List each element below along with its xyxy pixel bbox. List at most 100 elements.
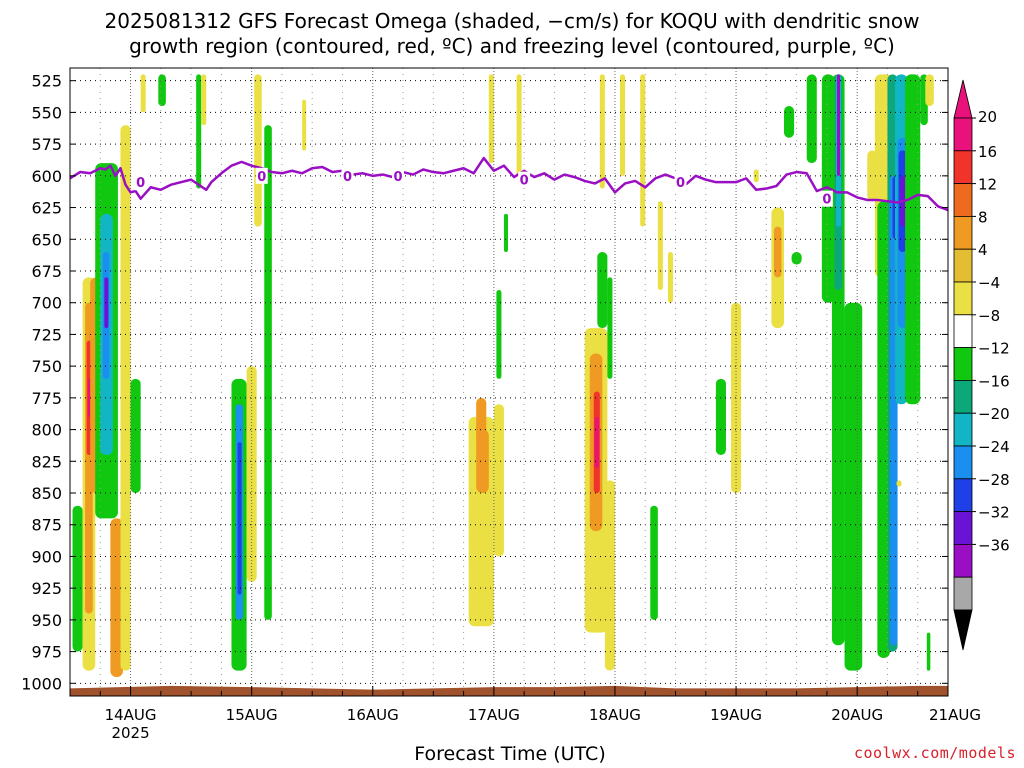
x-tick-label: 16AUG — [347, 706, 399, 724]
colorbar-label: −20 — [978, 405, 1010, 423]
contour-label-bg — [255, 167, 268, 184]
colorbar-label: −12 — [978, 340, 1010, 358]
chart-title-line-2: growth region (contoured, red, ºC) and f… — [129, 34, 895, 58]
omega-cell — [476, 397, 487, 443]
omega-cell — [620, 74, 626, 176]
omega-cell — [493, 404, 504, 557]
omega-cell — [604, 480, 615, 671]
x-tick-label: 21AUG — [929, 706, 981, 724]
colorbar-label: −32 — [978, 504, 1010, 522]
colorbar-under-triangle — [953, 609, 973, 651]
contour-label: 0 — [257, 170, 266, 185]
y-tick-label: 900 — [31, 547, 62, 566]
chart-title-line-1: 2025081312 GFS Forecast Omega (shaded, −… — [104, 9, 920, 33]
colorbar-bin — [953, 445, 973, 480]
omega-cell — [905, 74, 921, 405]
omega-cell — [130, 378, 141, 494]
colorbar-label: 16 — [978, 143, 997, 161]
y-tick-label: 1000 — [21, 674, 62, 693]
omega-cell — [773, 226, 782, 278]
y-tick-label: 600 — [31, 167, 62, 186]
y-tick-label: 675 — [31, 262, 62, 281]
omega-cell — [201, 74, 207, 126]
y-tick-label: 825 — [31, 452, 62, 471]
y-tick-label: 850 — [31, 484, 62, 503]
colorbar-bin — [953, 478, 973, 512]
x-axis-title: Forecast Time (UTC) — [414, 743, 606, 765]
omega-cell — [844, 302, 863, 671]
x-tick-label: 20AUG — [831, 706, 883, 724]
contour-label-bg — [518, 171, 531, 188]
omega-cell — [650, 505, 658, 620]
y-tick-label: 700 — [31, 294, 62, 313]
ground-area — [70, 685, 948, 696]
colorbar-label: 8 — [978, 208, 988, 226]
colorbar: 20 16 12 8 4 −4 −8 −12 −16 −20 −24 −28 −32 −36 — [953, 79, 1010, 651]
omega-cell — [516, 74, 522, 176]
x-tick-sublabel: 2025 — [111, 724, 149, 742]
contour-label-bg — [391, 167, 404, 184]
y-tick-label: 800 — [31, 421, 62, 440]
colorbar-bin — [953, 183, 973, 217]
x-tick-label: 15AUG — [226, 706, 278, 724]
omega-cell — [140, 74, 146, 113]
contour-label: 0 — [822, 193, 831, 208]
credit-text: coolwx.com/models — [853, 744, 1016, 762]
contour-label: 0 — [520, 174, 529, 189]
omega-cell — [731, 302, 742, 494]
colorbar-label: −24 — [978, 438, 1010, 456]
omega-cell — [784, 106, 795, 138]
omega-cell — [806, 74, 817, 164]
omega-cell — [753, 169, 759, 183]
omega-cell — [715, 378, 726, 455]
omega-cell — [877, 201, 890, 658]
colorbar-over-triangle — [953, 79, 973, 119]
y-tick-label: 725 — [31, 325, 62, 344]
omega-cell — [925, 74, 934, 107]
omega-cell — [237, 442, 242, 595]
contour-label: 0 — [393, 170, 402, 185]
contour-label-bg — [674, 174, 687, 191]
colorbar-bin — [953, 347, 973, 381]
colorbar-bin — [953, 511, 973, 545]
omega-cell — [158, 74, 166, 107]
omega-cell — [302, 99, 307, 151]
omega-cell — [88, 378, 91, 417]
colorbar-bin — [953, 379, 973, 414]
y-tick-label: 525 — [31, 72, 62, 91]
y-tick-label: 650 — [31, 230, 62, 249]
omega-cell — [496, 290, 502, 379]
freezing-level: 0 0 0 0 0 0 0 — [69, 156, 949, 212]
omega-cell — [503, 213, 508, 252]
y-tick-label: 625 — [31, 199, 62, 218]
omega-cell — [926, 632, 931, 671]
axes: 525 550 575 600 625 650 675 700 725 750 775 800 825 8… — [21, 67, 981, 742]
grid — [70, 68, 948, 696]
contour-label: 0 — [676, 176, 685, 191]
colorbar-label: 12 — [978, 176, 997, 194]
x-tick-label: 18AUG — [589, 706, 641, 724]
omega-cell — [110, 518, 123, 677]
colorbar-bin — [953, 412, 973, 447]
omega-cell — [476, 429, 489, 494]
colorbar-bin — [953, 117, 973, 152]
omega-cell — [597, 251, 608, 329]
omega-cell — [104, 277, 109, 329]
omega-cell — [488, 74, 494, 164]
omega-cell — [896, 480, 902, 487]
colorbar-label: −36 — [978, 536, 1010, 554]
contour-label: 0 — [136, 176, 145, 191]
y-tick-label: 750 — [31, 357, 62, 376]
colorbar-bin — [953, 576, 973, 611]
colorbar-label: −16 — [978, 372, 1010, 390]
y-tick-label: 775 — [31, 389, 62, 408]
x-tick-label: 14AUG — [105, 706, 157, 724]
contour-label: 0 — [343, 170, 352, 185]
colorbar-bin — [953, 544, 973, 578]
omega-cell — [657, 201, 663, 291]
y-tick-label: 950 — [31, 611, 62, 630]
x-tick-label: 17AUG — [468, 706, 520, 724]
omega-cell — [640, 74, 646, 227]
contour-label-bg — [341, 167, 354, 184]
